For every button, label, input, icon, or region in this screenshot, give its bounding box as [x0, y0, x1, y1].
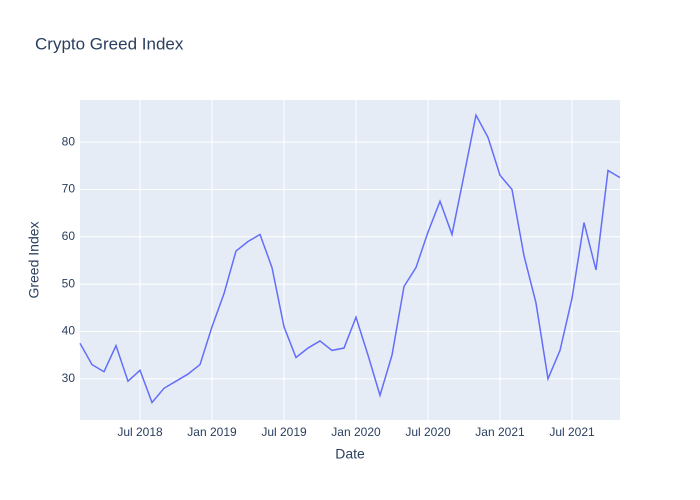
x-tick-label: Jul 2021: [549, 425, 595, 439]
plot-area: [80, 100, 620, 420]
x-tick-label: Jan 2021: [475, 425, 525, 439]
x-tick-label: Jul 2019: [261, 425, 307, 439]
y-tick-label: 60: [62, 229, 76, 243]
y-tick-label: 40: [62, 324, 76, 338]
y-tick-label: 80: [62, 134, 76, 148]
y-tick-label: 30: [62, 371, 76, 385]
x-tick-label: Jan 2019: [187, 425, 237, 439]
x-axis-title: Date: [335, 446, 365, 462]
y-axis-title: Greed Index: [26, 221, 42, 298]
x-tick-label: Jan 2020: [331, 425, 381, 439]
x-tick-label: Jul 2018: [117, 425, 163, 439]
y-tick-label: 50: [62, 276, 76, 290]
chart-title: Crypto Greed Index: [35, 34, 184, 53]
data-line: [79, 112, 621, 404]
y-tick-label: 70: [62, 182, 76, 196]
x-tick-label: Jul 2020: [405, 425, 451, 439]
